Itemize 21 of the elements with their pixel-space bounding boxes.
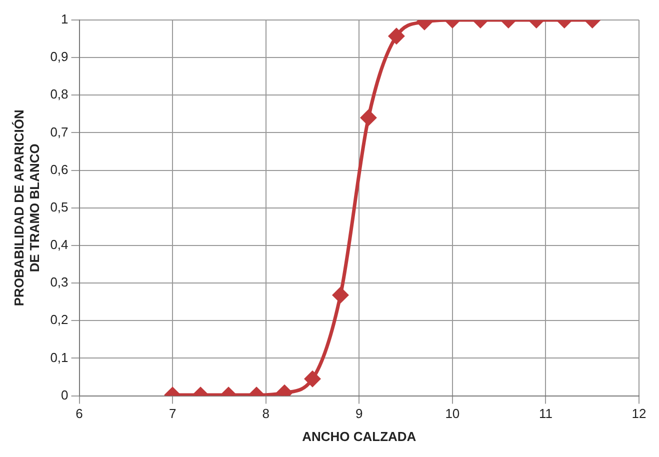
y-tick-label: 0,5 bbox=[50, 199, 68, 214]
y-tick-label: 0,2 bbox=[50, 312, 68, 328]
y-tick-label: 0 bbox=[61, 387, 68, 402]
y-tick-label: 0,9 bbox=[50, 49, 68, 64]
x-tick-label: 8 bbox=[262, 406, 270, 422]
y-tick-label: 0,7 bbox=[50, 124, 68, 140]
y-tick-label: 0,4 bbox=[50, 237, 68, 252]
y-tick-label: 0,6 bbox=[50, 162, 68, 177]
y-axis-title: PROBABILIDAD DE APARICIÓN DE TRAMO BLANCO bbox=[11, 110, 42, 306]
point bbox=[332, 287, 348, 303]
x-axis-title: ANCHO CALZADA bbox=[302, 428, 417, 444]
y-tick-label: 0,1 bbox=[50, 350, 68, 365]
x-tick-label: 12 bbox=[632, 406, 646, 422]
x-tick-label: 7 bbox=[168, 406, 176, 422]
x-tick-label: 11 bbox=[538, 406, 552, 422]
y-tick-label: 1 bbox=[61, 12, 68, 27]
x-tick-label: 10 bbox=[445, 406, 460, 422]
y-tick-label: 0,8 bbox=[50, 86, 68, 102]
y-tick-label: 0,3 bbox=[50, 274, 68, 290]
x-tick-label: 6 bbox=[76, 406, 83, 422]
x-tick-label: 9 bbox=[356, 406, 363, 422]
